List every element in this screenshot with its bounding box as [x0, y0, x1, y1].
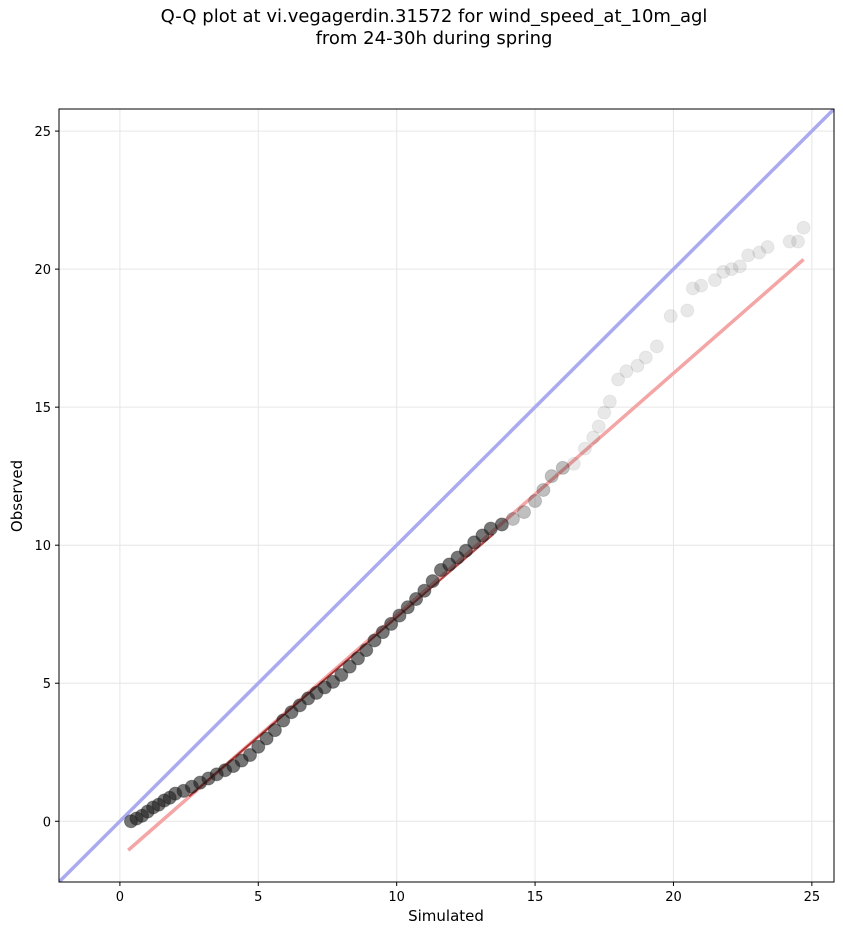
data-point — [796, 220, 811, 235]
data-point — [276, 713, 291, 728]
y-tick-label: 20 — [34, 263, 51, 278]
data-point — [505, 511, 520, 526]
data-point — [649, 339, 664, 354]
x-tick-label: 25 — [804, 890, 821, 905]
data-point — [458, 543, 473, 558]
y-tick-label: 10 — [34, 539, 51, 554]
y-axis-label: Observed — [8, 460, 26, 532]
data-point — [760, 240, 775, 255]
data-point — [732, 259, 747, 274]
data-point — [251, 739, 266, 754]
data-point — [791, 234, 806, 249]
data-point — [685, 281, 700, 296]
chart-title-line-1: Q-Q plot at vi.vegagerdin.31572 for wind… — [160, 6, 708, 27]
data-point — [367, 633, 382, 648]
y-tick-label: 0 — [43, 815, 51, 830]
plot-frame — [58, 108, 835, 883]
data-point — [741, 248, 756, 263]
data-point — [724, 262, 739, 277]
x-tick-label: 5 — [254, 890, 262, 905]
data-point — [566, 456, 581, 471]
data-point — [536, 482, 551, 497]
identity-line — [59, 109, 834, 882]
data-point — [630, 358, 645, 373]
data-point — [544, 469, 559, 484]
y-tick-label: 25 — [34, 125, 51, 140]
data-point — [350, 651, 365, 666]
data-point — [425, 574, 440, 589]
x-tick-label: 15 — [527, 890, 544, 905]
data-point — [602, 394, 617, 409]
data-point — [752, 245, 767, 260]
axis-ticks: 0 5 10 15 20 25 0 5 10 15 20 25 — [34, 125, 820, 905]
data-point — [392, 608, 407, 623]
data-point — [417, 583, 432, 598]
data-point — [680, 303, 695, 318]
data-point — [359, 643, 374, 658]
x-tick-label: 0 — [116, 890, 124, 905]
data-point — [267, 723, 282, 738]
data-point — [663, 309, 678, 324]
data-point — [334, 667, 349, 682]
data-point — [707, 273, 722, 288]
data-point — [384, 616, 399, 631]
chart-title: Q-Q plot at vi.vegagerdin.31572 for wind… — [0, 6, 843, 50]
x-axis-label: Simulated — [408, 907, 484, 925]
chart-title-line-2: from 24-30h during spring — [315, 28, 553, 49]
data-points — [123, 220, 811, 829]
data-point — [716, 264, 731, 279]
data-point — [342, 659, 357, 674]
data-point — [409, 592, 424, 607]
data-point — [619, 364, 634, 379]
data-point — [577, 441, 592, 456]
data-point — [611, 372, 626, 387]
reference-lines — [59, 109, 834, 882]
data-point — [586, 430, 601, 445]
data-point — [400, 600, 415, 615]
data-point — [528, 494, 543, 509]
data-point — [242, 748, 257, 763]
data-point — [782, 234, 797, 249]
x-tick-label: 20 — [665, 890, 682, 905]
data-point — [694, 278, 709, 293]
data-point — [259, 731, 274, 746]
data-point — [555, 460, 570, 475]
data-point — [494, 517, 509, 532]
dense-fit-segment — [188, 533, 495, 798]
data-point — [638, 350, 653, 365]
y-tick-label: 15 — [34, 401, 51, 416]
data-point — [517, 505, 531, 520]
data-point — [591, 419, 606, 434]
y-tick-label: 5 — [43, 677, 51, 692]
data-point — [597, 405, 612, 420]
data-point — [375, 625, 390, 640]
x-tick-label: 10 — [388, 890, 405, 905]
